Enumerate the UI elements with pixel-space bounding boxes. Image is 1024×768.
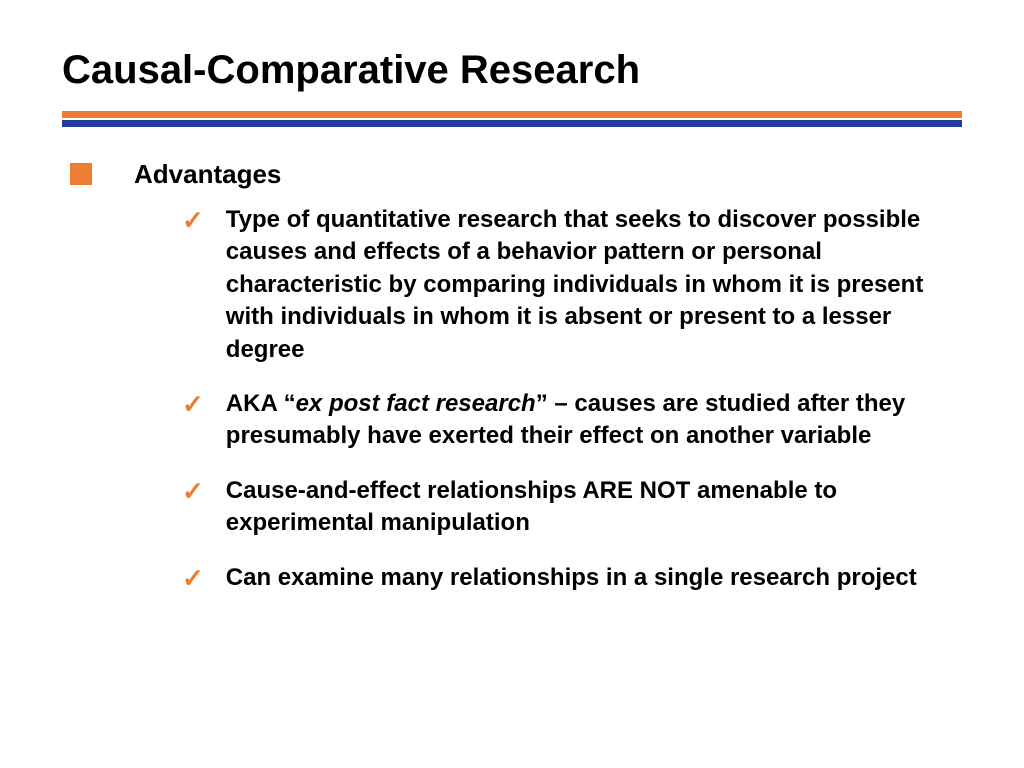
bullet-text: Can examine many relationships in a sing… bbox=[226, 562, 917, 594]
divider-bar-orange bbox=[62, 111, 962, 118]
slide-title: Causal-Comparative Research bbox=[62, 48, 962, 93]
bullet-prefix: AKA “ bbox=[226, 390, 296, 417]
divider-bar-blue bbox=[62, 120, 962, 127]
content-area: Advantages ✓ Type of quantitative resear… bbox=[62, 159, 962, 594]
checkmark-icon: ✓ bbox=[182, 564, 204, 593]
level1-item: Advantages bbox=[70, 159, 962, 190]
title-divider bbox=[62, 111, 962, 127]
list-item: ✓ AKA “ex post fact research” – causes a… bbox=[182, 388, 962, 453]
square-bullet-icon bbox=[70, 163, 92, 185]
list-item: ✓ Cause-and-effect relationships ARE NOT… bbox=[182, 475, 962, 540]
list-item: ✓ Can examine many relationships in a si… bbox=[182, 562, 962, 594]
bullet-text: AKA “ex post fact research” – causes are… bbox=[226, 388, 962, 453]
bullet-text: Type of quantitative research that seeks… bbox=[226, 204, 962, 366]
slide: Causal-Comparative Research Advantages ✓… bbox=[0, 0, 1024, 768]
level2-list: ✓ Type of quantitative research that see… bbox=[70, 204, 962, 594]
bullet-italic: ex post fact research bbox=[296, 390, 536, 417]
list-item: ✓ Type of quantitative research that see… bbox=[182, 204, 962, 366]
bullet-text: Cause-and-effect relationships ARE NOT a… bbox=[226, 475, 962, 540]
checkmark-icon: ✓ bbox=[182, 206, 204, 235]
level1-label: Advantages bbox=[134, 159, 281, 190]
checkmark-icon: ✓ bbox=[182, 477, 204, 506]
checkmark-icon: ✓ bbox=[182, 390, 204, 419]
